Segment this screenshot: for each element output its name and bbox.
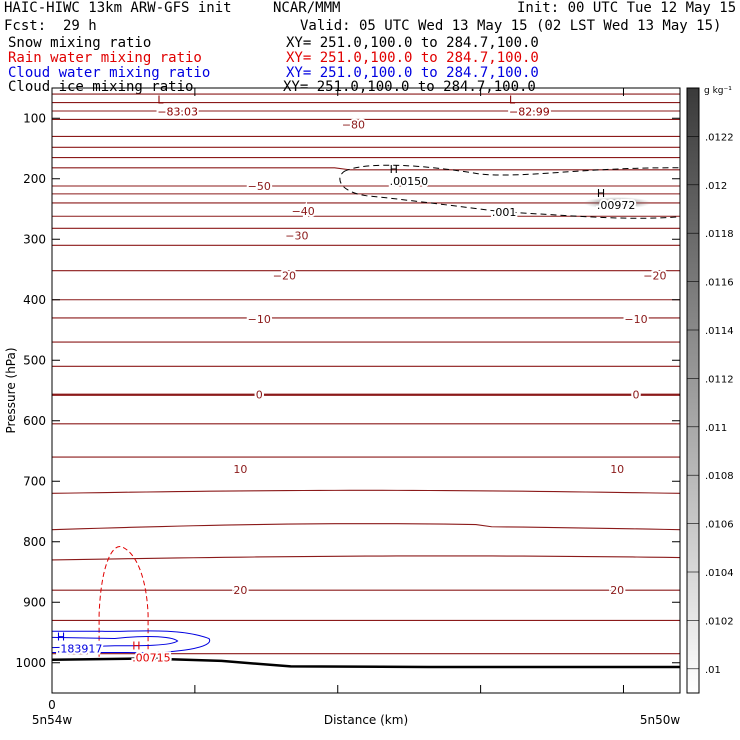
extremum-symbol: H	[390, 163, 398, 176]
temperature-label: −10	[624, 313, 647, 326]
extremum-symbol: H	[132, 640, 140, 653]
header-valid: Valid: 05 UTC Wed 13 May 15 (02 LST Wed …	[300, 18, 722, 34]
field-xy-cloud-ice: XY= 251.0,100.0 to 284.7,100.0	[283, 79, 536, 95]
y-tick-label: 900	[23, 595, 46, 609]
y-tick-label: 500	[23, 353, 46, 367]
temperature-label: 10	[610, 463, 624, 476]
colorbar-tick-label: .0122	[705, 132, 734, 143]
colorbar-tick-label: .0118	[705, 229, 734, 240]
y-axis-label: Pressure (hPa)	[4, 347, 18, 433]
colorbar-unit-label: g kg⁻¹	[704, 86, 732, 96]
temperature-label: 20	[233, 584, 247, 597]
colorbar-tick-label: .01	[705, 665, 721, 676]
extremum-symbol: H	[597, 187, 605, 200]
colorbar-tick-label: .0112	[705, 374, 734, 385]
y-tick-label: 700	[23, 474, 46, 488]
field-xy-cloud-water: XY= 251.0,100.0 to 284.7,100.0	[286, 65, 539, 81]
temperature-label: 20	[610, 584, 624, 597]
y-tick-label: 1000	[15, 656, 46, 670]
header-fcst-label: Fcst:	[4, 18, 47, 34]
field-name-rain: Rain water mixing ratio	[8, 50, 202, 66]
colorbar	[686, 87, 700, 694]
colorbar-tick-label: .012	[705, 181, 727, 192]
y-tick-label: 200	[23, 172, 46, 186]
extremum-value: .00150	[390, 175, 429, 188]
temperature-label: −20	[273, 270, 296, 283]
temperature-label: 10	[233, 463, 247, 476]
colorbar-tick-label: .0102	[705, 616, 734, 627]
isotherm-line	[52, 489, 680, 494]
temperature-label: 0	[633, 389, 640, 402]
plot-frame	[51, 87, 681, 694]
field-xy-rain: XY= 251.0,100.0 to 284.7,100.0	[286, 50, 539, 66]
extremum-symbol: L	[509, 93, 516, 106]
field-name-cloud-ice: Cloud ice mixing ratio	[8, 79, 194, 95]
header-org: NCAR/MMM	[273, 0, 341, 16]
colorbar-tick-label: .011	[705, 423, 727, 434]
x-axis-label: Distance (km)	[324, 713, 408, 727]
x-tick-label: 0	[48, 698, 56, 712]
cloud-ice-contour	[339, 164, 680, 219]
colorbar-tick-label: .0108	[705, 471, 734, 482]
isotherm-line	[52, 523, 680, 531]
extremum-value: .00972	[597, 199, 636, 212]
field-name-snow: Snow mixing ratio	[8, 35, 152, 51]
cloud-water-contour-outer	[52, 630, 211, 654]
extremum-value: −83.03	[157, 105, 198, 118]
temperature-label: −10	[248, 313, 271, 326]
extremum-symbol: L	[157, 93, 164, 106]
field-name-cloud-water: Cloud water mixing ratio	[8, 65, 211, 81]
x-end-label-right: 5n50w	[640, 713, 681, 727]
temperature-label: −30	[285, 230, 308, 243]
temperature-label: −80	[342, 118, 365, 131]
colorbar-tick-label: .0114	[705, 326, 734, 337]
temperature-label: −50	[248, 180, 271, 193]
colorbar-tick-label: .0104	[705, 568, 734, 579]
field-xy-snow: XY= 251.0,100.0 to 284.7,100.0	[286, 35, 539, 51]
extremum-value: −82.99	[509, 105, 550, 118]
plot-contents	[52, 93, 680, 669]
cloud-water-contour-inner	[52, 636, 179, 649]
temperature-label: 0	[256, 389, 263, 402]
temperature-label: −20	[643, 270, 666, 283]
x-end-label-left: 5n54w	[32, 713, 73, 727]
y-tick-label: 800	[23, 535, 46, 549]
extremum-symbol: H	[57, 631, 65, 644]
extremum-value: .00715	[132, 652, 171, 665]
header-init: Init: 00 UTC Tue 12 May 15	[517, 0, 737, 16]
y-tick-label: 600	[23, 414, 46, 428]
header-fcst-value: 29 h	[63, 18, 97, 34]
extremum-value: .183917	[57, 643, 102, 656]
terrain-line	[52, 657, 680, 669]
temperature-label: −40	[292, 205, 315, 218]
isotherm-line	[52, 555, 680, 561]
isotherm-line	[52, 167, 680, 171]
y-tick-label: 100	[23, 111, 46, 125]
cloud-ice-max-shading	[583, 196, 652, 209]
y-tick-label: 300	[23, 232, 46, 246]
header-model: HAIC-HIWC 13km ARW-GFS init	[4, 0, 232, 16]
colorbar-tick-label: .0106	[705, 520, 734, 531]
contour-label: .001	[492, 206, 517, 219]
colorbar-tick-label: .0116	[705, 278, 734, 289]
y-tick-label: 400	[23, 293, 46, 307]
